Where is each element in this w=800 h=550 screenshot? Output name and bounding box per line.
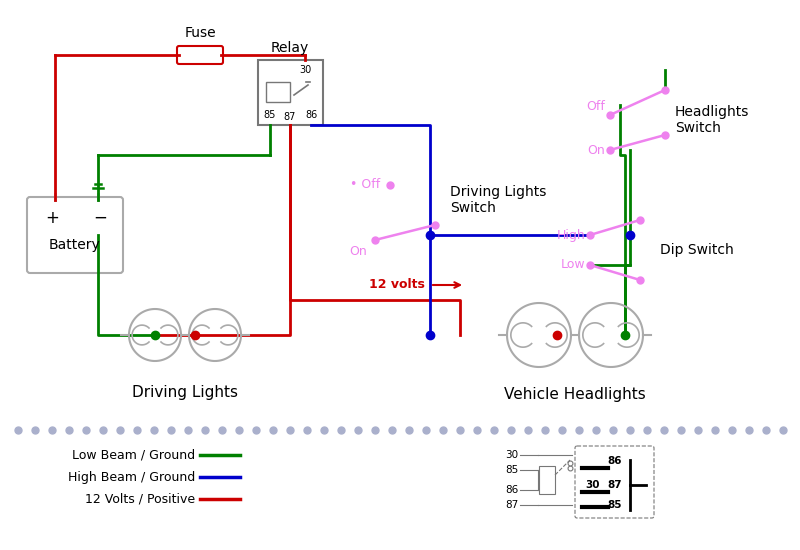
Bar: [266, 82, 290, 102]
Text: High Beam / Ground: High Beam / Ground: [68, 470, 195, 483]
Text: Off: Off: [586, 100, 605, 113]
Text: −: −: [93, 209, 107, 227]
FancyBboxPatch shape: [575, 446, 654, 518]
Text: 86: 86: [305, 110, 317, 120]
Text: • Off: • Off: [350, 179, 380, 191]
Text: Low Beam / Ground: Low Beam / Ground: [72, 448, 195, 461]
Text: Driving Lights: Driving Lights: [132, 385, 238, 400]
Text: 12 volts: 12 volts: [369, 278, 425, 292]
Text: 86: 86: [608, 456, 622, 466]
Bar: [539, 466, 555, 494]
Text: 85: 85: [264, 110, 276, 120]
Text: 85: 85: [505, 465, 518, 475]
Text: 86: 86: [505, 485, 518, 495]
Text: +: +: [45, 209, 59, 227]
Text: 12 Volts / Positive: 12 Volts / Positive: [85, 492, 195, 505]
Text: Vehicle Headlights: Vehicle Headlights: [504, 387, 646, 402]
Text: 87: 87: [608, 480, 622, 490]
Text: Relay: Relay: [271, 41, 309, 55]
Text: 85: 85: [608, 500, 622, 510]
Text: 30: 30: [505, 450, 518, 460]
Text: 87: 87: [284, 112, 296, 122]
Text: 87: 87: [505, 500, 518, 510]
Text: Fuse: Fuse: [184, 26, 216, 40]
FancyBboxPatch shape: [27, 197, 123, 273]
Text: 30: 30: [299, 65, 311, 75]
Text: Battery: Battery: [49, 239, 101, 252]
Text: High: High: [556, 228, 585, 241]
Bar: [258, 60, 323, 125]
Text: Headlights
Switch: Headlights Switch: [675, 105, 750, 135]
Text: Low: Low: [560, 258, 585, 272]
Text: Driving Lights
Switch: Driving Lights Switch: [450, 185, 546, 215]
Text: Dip Switch: Dip Switch: [660, 243, 734, 257]
Text: 30: 30: [586, 480, 600, 490]
Text: On: On: [587, 144, 605, 157]
FancyBboxPatch shape: [177, 46, 223, 64]
Text: On: On: [350, 245, 367, 258]
